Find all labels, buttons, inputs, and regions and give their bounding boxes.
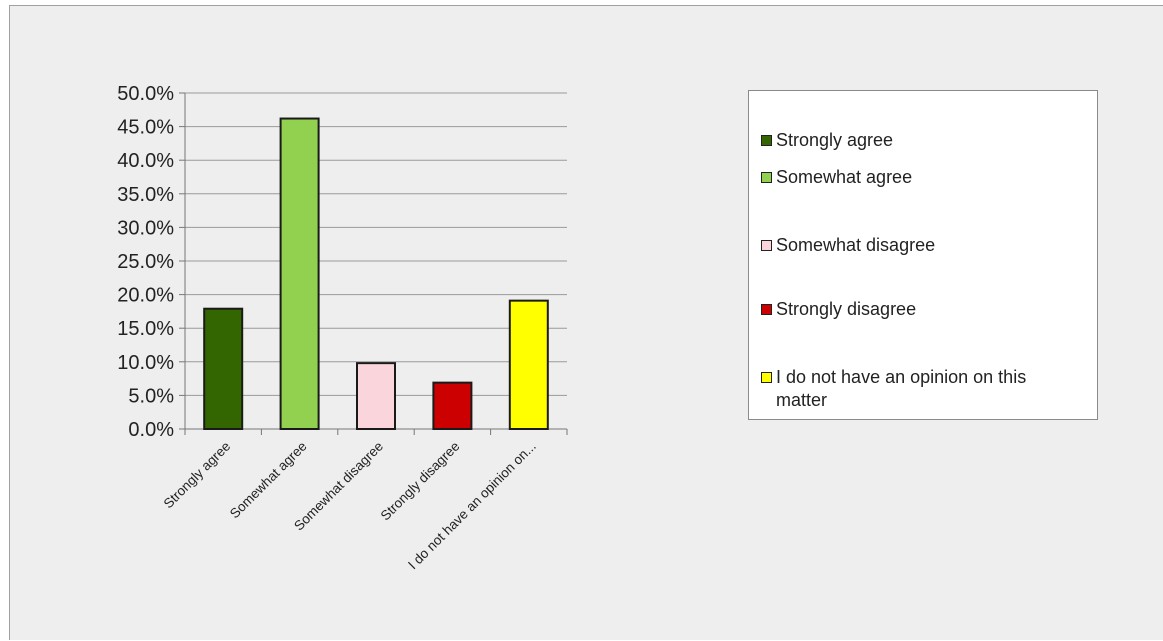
legend-item-strongly-agree: Strongly agree [761,129,1091,152]
legend-swatch [761,135,772,146]
legend-swatch [761,240,772,251]
legend-swatch [761,172,772,183]
legend-label: Somewhat agree [776,167,913,187]
axes [179,92,568,435]
y-tick-label: 45.0% [117,117,174,139]
x-category-label: Strongly agree [161,439,234,512]
legend-item-no-opinion: I do not have an opinion on this matter [761,366,1081,412]
x-category-label: Somewhat agree [227,439,310,522]
y-tick-label: 50.0% [117,83,174,105]
y-tick-label: 25.0% [117,251,174,273]
y-tick-label: 15.0% [117,318,174,340]
y-tick-label: 20.0% [117,285,174,307]
x-category-label: I do not have an opinion on... [405,439,539,573]
gridlines [185,92,567,396]
bar [356,362,396,431]
y-tick-label: 35.0% [117,184,174,206]
chart-area: 0.0% 5.0% 10.0% 15.0% 20.0% 25.0% 30.0% 35.0% 40… [9,5,1163,640]
y-tick-label: 0.0% [128,419,174,441]
legend: Strongly agree Somewhat agree Somewhat d… [748,90,1098,420]
bar [203,307,244,431]
legend-label: Strongly agree [776,130,894,150]
legend-swatch [761,372,772,383]
y-tick-label: 30.0% [117,217,174,239]
y-tick-label: 5.0% [128,385,174,407]
bar [432,381,473,430]
legend-label: I do not have an opinion on this matter [776,367,1027,410]
bar [279,117,320,430]
legend-swatch [761,304,772,315]
tick-labels: 0.0% 5.0% 10.0% 15.0% 20.0% 25.0% 30.0% 35.0% 40… [117,83,539,572]
x-category-label: Strongly disagree [378,439,463,524]
legend-item-somewhat-agree: Somewhat agree [761,166,1091,189]
y-tick-label: 40.0% [117,150,174,172]
legend-item-somewhat-disagree: Somewhat disagree [761,234,1091,257]
legend-label: Somewhat disagree [776,235,936,255]
legend-label: Strongly disagree [776,299,917,319]
bar-chart: 0.0% 5.0% 10.0% 15.0% 20.0% 25.0% 30.0% 35.0% 40… [117,83,568,572]
bars [203,117,549,431]
y-tick-label: 10.0% [117,352,174,374]
legend-item-strongly-disagree: Strongly disagree [761,298,1091,321]
bar [508,299,549,431]
